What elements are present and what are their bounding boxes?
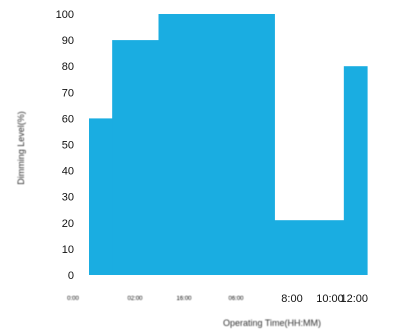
x-tick-label: 10:00 <box>316 293 344 305</box>
y-tick-label: 40 <box>62 166 74 178</box>
x-tick-label: 06:00 <box>228 296 244 302</box>
x-tick-label: 16:00 <box>176 296 192 302</box>
y-tick-label: 30 <box>62 192 74 204</box>
y-axis-label: Dimming Level(%) <box>16 111 26 185</box>
step-bar-3 <box>158 14 275 275</box>
y-tick-label: 100 <box>56 9 74 21</box>
y-tick-label: 60 <box>62 113 74 125</box>
y-tick-label: 70 <box>62 87 74 99</box>
area-layer <box>89 14 368 276</box>
step-bar-4 <box>274 220 345 275</box>
y-tick-label: 20 <box>62 218 74 230</box>
y-tick-label: 10 <box>62 244 74 256</box>
x-tick-label: 8:00 <box>281 293 302 305</box>
step-bar-2 <box>112 40 160 275</box>
x-tick-label: 12:00 <box>340 293 368 305</box>
step-bar-5 <box>343 66 368 275</box>
x-axis-label: Operating Time(HH:MM) <box>223 318 321 328</box>
y-axis-ticks: 0 10 20 30 40 50 60 70 80 90 100 <box>56 9 74 282</box>
y-tick-label: 90 <box>62 35 74 47</box>
x-tick-label: 0:00 <box>67 296 79 302</box>
y-tick-label: 50 <box>62 140 74 152</box>
x-tick-label: 02:00 <box>127 296 143 302</box>
y-tick-label: 0 <box>68 270 74 282</box>
step-bar-1 <box>89 118 113 276</box>
y-tick-label: 80 <box>62 61 74 73</box>
